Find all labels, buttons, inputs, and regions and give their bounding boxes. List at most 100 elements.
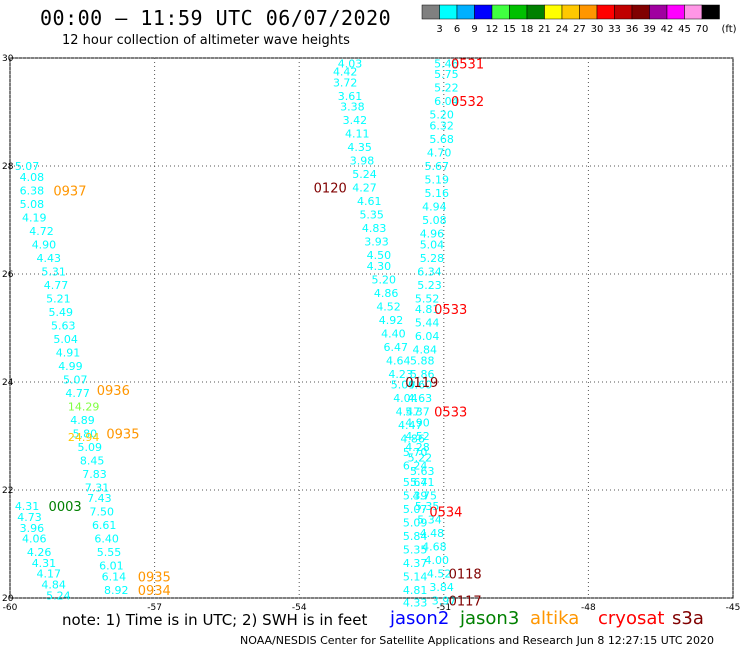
wave-height-point: 5.22 xyxy=(434,82,459,95)
wave-height-point: 4.31 xyxy=(15,500,40,513)
wave-height-point: 6.40 xyxy=(94,533,119,546)
wave-height-point: 4.35 xyxy=(347,141,372,154)
pass-time-label: 0532 xyxy=(451,95,484,110)
wave-height-point: 4.81 xyxy=(403,584,428,597)
wave-height-point: 4.86 xyxy=(374,287,399,300)
wave-height-point: 4.00 xyxy=(425,554,450,567)
pass-time-label: 0534 xyxy=(429,506,462,521)
color-scale-tick: 33 xyxy=(608,24,621,35)
wave-height-point: 4.73 xyxy=(17,511,42,524)
pass-time-label: 0937 xyxy=(53,184,86,199)
wave-height-point: 5.08 xyxy=(20,198,45,211)
wave-height-point: 5.37 xyxy=(405,406,430,419)
wave-height-point: 14.29 xyxy=(68,400,100,413)
wave-height-point: 3.61 xyxy=(338,90,363,103)
color-scale-tick: 24 xyxy=(556,24,569,35)
wave-height-point: 4.89 xyxy=(70,414,95,427)
plot-frame xyxy=(9,57,734,599)
wave-height-point: 4.47 xyxy=(398,419,423,432)
color-scale-unit: (ft) xyxy=(722,24,737,35)
y-tick-label: 28 xyxy=(2,162,14,172)
footer-credit: NOAA/NESDIS Center for Satellite Applica… xyxy=(240,634,715,647)
wave-height-point: 5.67 xyxy=(425,160,450,173)
wave-height-point: 5.84 xyxy=(403,530,428,543)
color-scale-tick: 42 xyxy=(661,24,674,35)
wave-height-point: 5.44 xyxy=(415,317,440,330)
wave-height-point: 6.38 xyxy=(20,184,45,197)
wave-height-point: 4.84 xyxy=(412,344,437,357)
wave-height-point: 5.34 xyxy=(417,514,442,527)
wave-height-point: 3.72 xyxy=(333,76,358,89)
pass-time-label: 0119 xyxy=(405,376,438,391)
wave-height-point: 3.93 xyxy=(364,236,389,249)
wave-height-point: 5.41 xyxy=(410,476,435,489)
wave-height-point: 4.50 xyxy=(367,249,392,262)
wave-height-point: 4.03 xyxy=(338,57,363,70)
color-scale-legend: 3 6 9 12 15 18 21 24 27 30 33 36 39 42 45 70 (ft) xyxy=(421,4,737,35)
wave-height-point: 6.04 xyxy=(434,95,459,108)
color-scale-tick: 9 xyxy=(471,24,477,35)
x-tick-label: -57 xyxy=(147,603,162,610)
y-tick-label: 26 xyxy=(2,270,14,280)
wave-height-point: 4.60 xyxy=(408,379,433,392)
pass-time-label: 0118 xyxy=(449,568,482,583)
wave-height-point: 4.70 xyxy=(427,147,452,160)
wave-height-point: 4.17 xyxy=(37,568,62,581)
pass-time-label: 0935 xyxy=(106,427,139,442)
pass-time-label: 0533 xyxy=(434,406,467,421)
wave-height-point: 4.77 xyxy=(44,279,69,292)
wave-height-point: 4.96 xyxy=(420,228,445,241)
wave-height-point: 6.01 xyxy=(99,560,124,573)
x-tick-label: -54 xyxy=(292,603,307,610)
color-scale-tick: 3 xyxy=(436,24,442,35)
color-scale-tick: 12 xyxy=(486,24,499,35)
pass-time-label: 0003 xyxy=(49,500,82,515)
wave-height-point: 4.92 xyxy=(379,314,404,327)
color-scale-tick: 27 xyxy=(573,24,586,35)
wave-height-point: 4.90 xyxy=(405,417,430,430)
pass-time-label: 0533 xyxy=(434,303,467,318)
wave-height-point: 3.84 xyxy=(429,581,454,594)
wave-height-point: 4.27 xyxy=(352,182,377,195)
wave-height-point: 5.46 xyxy=(434,57,459,70)
x-tick-label: -51 xyxy=(436,603,451,610)
legend-s3a: s3a xyxy=(672,608,704,629)
wave-height-point: 5.07 xyxy=(63,373,88,386)
wave-height-point: 5.35 xyxy=(403,543,428,556)
wave-height-point: 4.28 xyxy=(405,441,430,454)
wave-height-point: 4.04 xyxy=(393,392,418,405)
wave-height-point: 8.45 xyxy=(80,454,105,467)
wave-height-point: 4.23 xyxy=(388,368,413,381)
wave-height-point: 4.86 xyxy=(400,433,425,446)
wave-height-point: 5.39 xyxy=(403,489,428,502)
wave-height-point: 4.94 xyxy=(422,201,447,214)
wave-height-point: 5.04 xyxy=(53,333,78,346)
wave-height-point: 4.48 xyxy=(420,527,445,540)
wave-height-point: 4.81 xyxy=(415,303,440,316)
pass-time-label: 0934 xyxy=(138,584,171,599)
wave-height-point: 4.31 xyxy=(32,557,57,570)
wave-height-point: 5.09 xyxy=(77,441,102,454)
legend-jason3: jason3 xyxy=(460,608,520,629)
wave-height-point: 5.19 xyxy=(425,174,450,187)
wave-height-point: 4.90 xyxy=(32,238,57,251)
wave-height-point: 4.63 xyxy=(408,392,433,405)
wave-height-point: 4.61 xyxy=(357,195,382,208)
wave-height-point: 4.43 xyxy=(37,252,62,265)
wave-height-point: 3.38 xyxy=(340,101,365,114)
wave-height-point: 4.47 xyxy=(396,406,421,419)
wave-height-point: 6.04 xyxy=(415,330,440,343)
wave-height-point: 5.80 xyxy=(73,427,98,440)
wave-height-point: 5.24 xyxy=(46,589,71,602)
wave-height-point: 5.28 xyxy=(420,252,445,265)
wave-height-point: 4.42 xyxy=(333,66,358,79)
wave-height-point: 5.07 xyxy=(15,160,40,173)
wave-height-point: 5.20 xyxy=(429,109,454,122)
pass-time-label: 0120 xyxy=(314,182,347,197)
wave-height-point: 7.31 xyxy=(85,481,110,494)
wave-height-point: 6.24 xyxy=(403,460,428,473)
color-scale-tick: 21 xyxy=(538,24,551,35)
wave-height-point: 5.68 xyxy=(429,133,454,146)
wave-height-point: 4.40 xyxy=(381,327,406,340)
wave-height-point: 4.68 xyxy=(422,541,447,554)
